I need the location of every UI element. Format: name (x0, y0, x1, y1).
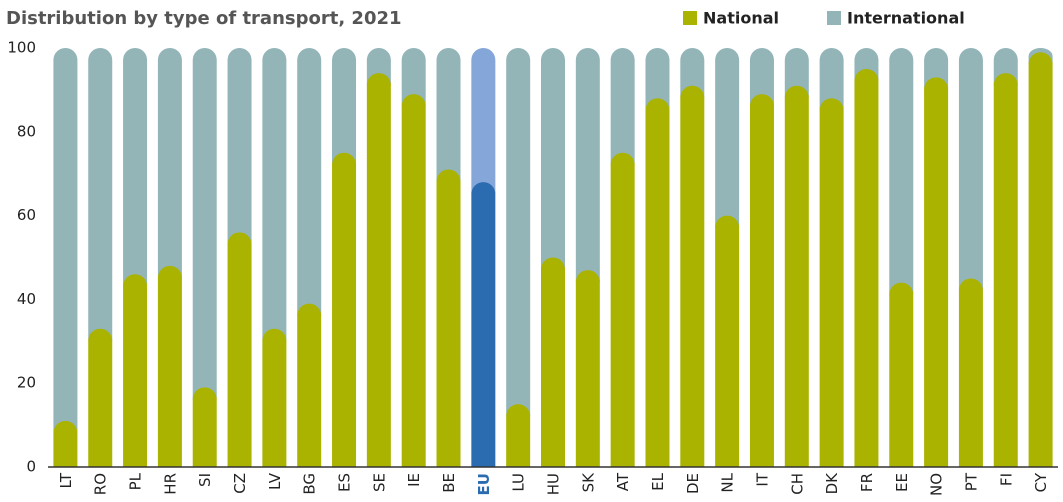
x-tick-label: BG (301, 473, 319, 495)
bar-segment (332, 152, 357, 467)
y-tick-label: 20 (17, 374, 36, 392)
bar-segment (819, 48, 844, 111)
y-tick-label: 100 (7, 39, 36, 57)
x-tick-label: NL (719, 472, 737, 492)
bar-segment (854, 68, 879, 467)
bar-segment (749, 94, 774, 468)
x-tick-label: CY (1032, 472, 1050, 492)
x-tick-label: EU (475, 473, 493, 495)
bar-segment (123, 274, 148, 467)
x-tick-label: CH (788, 473, 806, 495)
x-tick-label: DK (823, 472, 841, 495)
bar-segment (889, 48, 914, 295)
bar-segment (366, 73, 391, 467)
x-tick-label: SI (196, 473, 214, 487)
bar-segment (645, 98, 670, 468)
bar-segment (192, 387, 217, 467)
x-tick-label: IT (753, 472, 771, 486)
x-tick-label: PL (127, 472, 145, 490)
x-tick-label: EL (649, 472, 667, 490)
bar-segment (297, 303, 322, 467)
x-tick-label: EE (893, 473, 911, 492)
bar-segment (436, 48, 461, 182)
bar-segment (401, 94, 426, 468)
bar-segment (297, 48, 322, 316)
bar-segment (749, 48, 774, 107)
bar-segment (924, 77, 949, 467)
bar-segment (610, 48, 635, 165)
x-tick-label: LU (510, 473, 528, 492)
bar-segment (819, 98, 844, 468)
bar-segment (192, 48, 217, 400)
bar-segment (575, 48, 600, 283)
y-tick-label: 80 (17, 122, 36, 140)
legend-swatch (683, 11, 697, 25)
legend-label: National (703, 9, 779, 28)
bar-segment (53, 420, 78, 467)
bar-segment (541, 48, 565, 270)
y-tick-label: 40 (17, 290, 36, 308)
bar-segment (53, 47, 78, 433)
x-tick-label: HR (161, 473, 179, 495)
bar-segment (958, 48, 983, 291)
bar-segment (506, 404, 531, 467)
bar-segment (506, 48, 531, 417)
x-tick-label: RO (92, 473, 110, 495)
bar-segment (401, 48, 426, 107)
bar-segment (541, 257, 565, 467)
bar-segment (123, 48, 148, 287)
x-tick-label: ES (336, 473, 354, 492)
bar-segment (332, 48, 357, 165)
bar-segment (262, 48, 287, 341)
bar-segment (227, 232, 252, 467)
x-tick-label: NO (928, 473, 946, 496)
x-tick-label: HU (545, 473, 563, 495)
bar-segment (471, 48, 496, 195)
x-tick-label: SK (579, 472, 597, 493)
x-tick-label: IE (405, 473, 423, 487)
bar-segment (157, 265, 182, 467)
bar-segment (993, 73, 1018, 467)
y-tick-label: 0 (26, 458, 36, 476)
bar-segment (471, 182, 496, 467)
x-tick-label: SE (370, 473, 388, 492)
bar-segment (88, 328, 113, 467)
x-tick-label: BE (440, 473, 458, 493)
legend-swatch (827, 11, 841, 25)
legend-label: International (847, 9, 965, 28)
bar-segment (889, 282, 914, 467)
bar-segment (784, 85, 809, 468)
x-tick-label: FI (997, 473, 1015, 486)
bar-segment (784, 48, 809, 98)
chart-title: Distribution by type of transport, 2021 (6, 8, 402, 29)
x-tick-label: FR (858, 473, 876, 492)
bar-segment (680, 48, 705, 98)
y-tick-label: 60 (17, 206, 36, 224)
bar-segment (715, 48, 740, 228)
bar-segment (1028, 52, 1053, 467)
x-tick-label: LV (266, 472, 284, 490)
x-tick-label: DE (684, 473, 702, 494)
bar-segment (610, 152, 635, 467)
x-tick-label: CZ (231, 473, 249, 494)
bar-segment (88, 48, 113, 341)
x-tick-label: LT (57, 472, 75, 488)
bar-segment (575, 270, 600, 467)
bar-segment (715, 215, 740, 467)
x-tick-label: AT (614, 472, 632, 491)
bar-segment (262, 328, 287, 467)
bar-segment (958, 278, 983, 467)
bar-segment (157, 48, 182, 278)
bar-segment (227, 48, 252, 245)
x-tick-label: PT (962, 472, 980, 491)
bar-segment (645, 48, 670, 111)
bar-segment (680, 85, 705, 468)
bar-segment (436, 169, 461, 467)
